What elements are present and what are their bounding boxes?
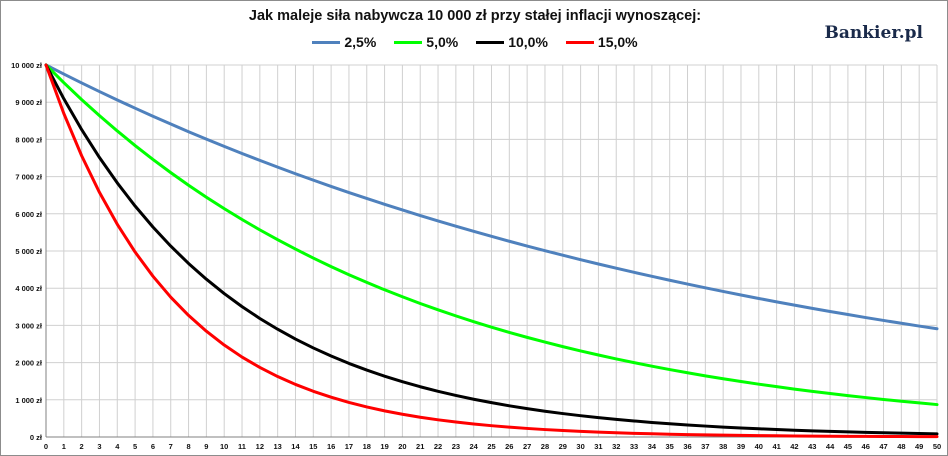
legend-item: 2,5%: [312, 34, 376, 50]
y-tick-label: 1 000 zł: [15, 396, 43, 405]
x-tick-label: 14: [291, 442, 300, 451]
legend-swatch: [476, 40, 505, 44]
x-tick-label: 40: [755, 442, 763, 451]
x-tick-label: 3: [97, 442, 101, 451]
x-tick-label: 33: [630, 442, 638, 451]
legend-label: 15,0%: [597, 34, 638, 50]
legend-swatch: [394, 40, 423, 44]
x-tick-label: 29: [559, 442, 567, 451]
x-tick-label: 8: [186, 442, 190, 451]
x-tick-label: 9: [204, 442, 208, 451]
x-tick-label: 42: [790, 442, 798, 451]
x-tick-label: 30: [576, 442, 584, 451]
y-tick-label: 9 000 zł: [15, 98, 43, 107]
x-tick-label: 38: [719, 442, 727, 451]
x-tick-label: 6: [151, 442, 155, 451]
series-line-50: [44, 63, 939, 407]
legend-item: 5,0%: [394, 34, 458, 50]
y-tick-label: 8 000 zł: [15, 135, 43, 144]
x-tick-label: 21: [416, 442, 424, 451]
x-tick-label: 35: [666, 442, 674, 451]
series-line-100: [44, 63, 939, 436]
y-tick-label: 4 000 zł: [15, 284, 43, 293]
series-line-25: [44, 63, 939, 331]
x-tick-label: 39: [737, 442, 745, 451]
chart-title: Jak maleje siła nabywcza 10 000 zł przy …: [248, 8, 702, 24]
legend-label: 5,0%: [426, 34, 459, 50]
x-tick-label: 7: [169, 442, 173, 451]
x-tick-label: 49: [915, 442, 923, 451]
x-tick-label: 46: [862, 442, 870, 451]
x-tick-label: 22: [434, 442, 442, 451]
x-tick-label: 44: [826, 442, 835, 451]
x-tick-label: 43: [808, 442, 816, 451]
x-tick-label: 0: [44, 442, 48, 451]
x-tick-label: 20: [398, 442, 406, 451]
x-tick-label: 31: [594, 442, 602, 451]
x-tick-label: 16: [327, 442, 335, 451]
y-tick-label: 3 000 zł: [15, 321, 43, 330]
x-tick-label: 24: [470, 442, 479, 451]
x-tick-label: 18: [363, 442, 371, 451]
y-tick-label: 6 000 zł: [15, 210, 43, 219]
y-tick-label: 2 000 zł: [15, 359, 43, 368]
x-tick-label: 37: [701, 442, 709, 451]
x-tick-label: 17: [345, 442, 353, 451]
x-tick-label: 45: [844, 442, 852, 451]
x-tick-label: 12: [256, 442, 264, 451]
legend: 2,5% 5,0% 10,0% 15,0%: [1, 34, 947, 50]
x-tick-label: 26: [505, 442, 513, 451]
x-tick-label: 1: [62, 442, 66, 451]
x-tick-label: 41: [772, 442, 780, 451]
y-tick-label: 7 000 zł: [15, 173, 43, 182]
x-tick-label: 13: [273, 442, 281, 451]
legend-label: 10,0%: [508, 34, 548, 50]
x-tick-label: 2: [80, 442, 84, 451]
x-tick-label: 28: [541, 442, 549, 451]
x-tick-label: 27: [523, 442, 531, 451]
legend-label: 2,5%: [344, 34, 377, 50]
x-tick-label: 10: [220, 442, 228, 451]
legend-swatch: [312, 40, 341, 44]
legend-item: 10,0%: [476, 34, 548, 50]
x-tick-label: 5: [133, 442, 137, 451]
legend-swatch: [565, 40, 594, 44]
brand-logo: Bankier.pl: [824, 23, 923, 43]
x-tick-label: 34: [648, 442, 657, 451]
legend-item: 15,0%: [565, 34, 638, 50]
x-tick-label: 15: [309, 442, 317, 451]
x-tick-label: 36: [683, 442, 691, 451]
x-tick-label: 23: [452, 442, 460, 451]
x-tick-label: 32: [612, 442, 620, 451]
y-tick-label: 5 000 zł: [15, 247, 43, 256]
x-tick-label: 48: [897, 442, 905, 451]
x-tick-label: 19: [380, 442, 388, 451]
x-tick-label: 47: [879, 442, 887, 451]
x-tick-label: 25: [487, 442, 495, 451]
x-tick-label: 11: [238, 442, 246, 451]
y-tick-label: 10 000 zł: [11, 61, 43, 70]
x-tick-label: 4: [115, 442, 120, 451]
x-tick-label: 50: [933, 442, 941, 451]
series-line-150: [44, 63, 939, 439]
y-tick-label: 0 zł: [30, 433, 43, 442]
